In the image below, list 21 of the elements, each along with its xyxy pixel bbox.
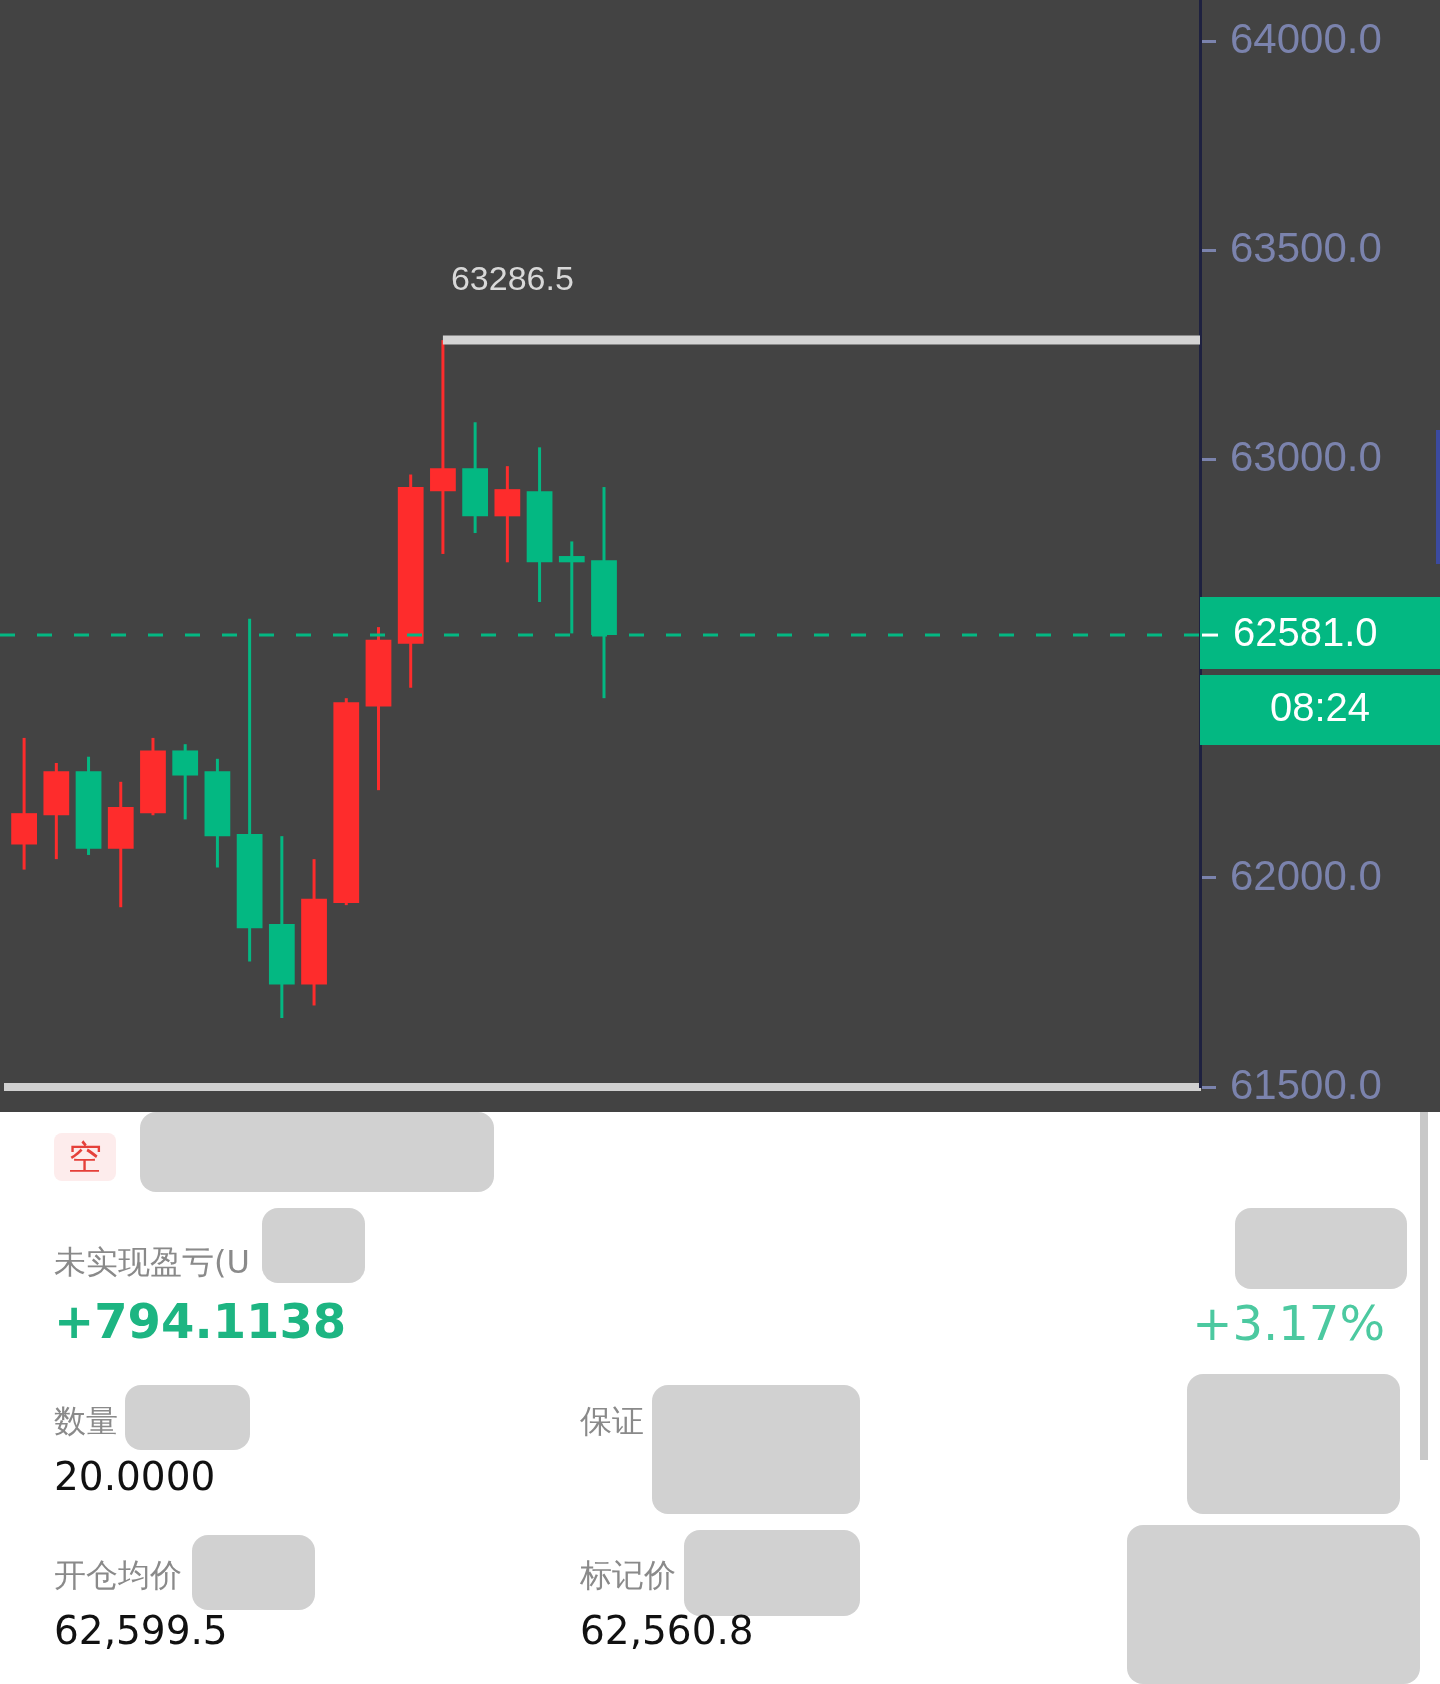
- candlestick: [558, 541, 585, 634]
- text: 20.0000: [54, 1453, 216, 1499]
- text: 未实现盈亏(U: [54, 1243, 250, 1281]
- ref-line-label: 62581.0: [1233, 610, 1378, 655]
- text: 保证: [580, 1402, 644, 1440]
- text: 空: [54, 1133, 116, 1181]
- y-tick-label: 62000.0: [1230, 851, 1382, 899]
- candlestick: [430, 340, 456, 554]
- text: +794.1138: [54, 1293, 347, 1349]
- text: 标记价: [580, 1556, 676, 1594]
- y-tick-label: 64000.0: [1230, 15, 1382, 63]
- text: 62,599.5: [54, 1607, 228, 1653]
- y-tick-label: 63000.0: [1230, 433, 1382, 481]
- y-tick-label: 61500.0: [1230, 1060, 1382, 1108]
- y-tick-label: 63500.0: [1230, 224, 1382, 272]
- text: 62,560.8: [580, 1607, 754, 1653]
- text: 数量: [54, 1402, 118, 1440]
- ref-line-label: 63286.5: [450, 259, 574, 298]
- text: 开仓均价: [54, 1556, 182, 1594]
- text: 08:24: [1269, 685, 1371, 730]
- text: +3.17%: [1192, 1295, 1385, 1351]
